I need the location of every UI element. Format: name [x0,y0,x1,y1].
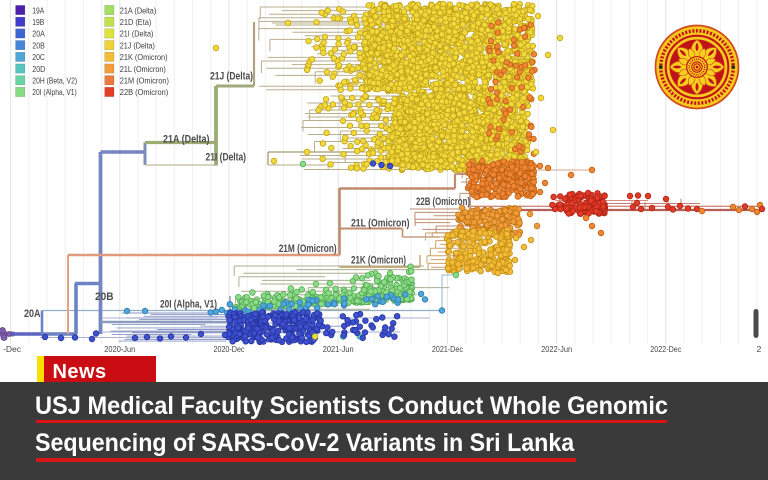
svg-text:2022-Jun: 2022-Jun [541,344,572,354]
svg-text:21K (Omicron): 21K (Omicron) [351,255,406,267]
svg-text:20A: 20A [32,29,45,39]
svg-text:2022-Dec: 2022-Dec [650,344,682,354]
svg-text:22B (Omicron): 22B (Omicron) [416,196,470,208]
svg-text:2020-Jun: 2020-Jun [104,344,135,354]
svg-text:21K (Omicron): 21K (Omicron) [120,52,168,62]
svg-text:20I (Alpha, V1): 20I (Alpha, V1) [32,87,77,97]
svg-text:-Dec: -Dec [3,344,22,354]
svg-text:20D: 20D [32,64,45,74]
svg-text:21I (Delta): 21I (Delta) [120,29,154,39]
svg-text:21J (Delta): 21J (Delta) [210,71,253,83]
svg-text:21A (Delta): 21A (Delta) [163,134,210,146]
svg-text:21M (Omicron): 21M (Omicron) [120,76,169,86]
svg-text:21J (Delta): 21J (Delta) [120,40,155,50]
svg-text:21L (Omicron): 21L (Omicron) [351,218,410,230]
svg-text:21A (Delta): 21A (Delta) [120,5,157,15]
svg-text:21L (Omicron): 21L (Omicron) [120,64,166,74]
svg-text:2020-Dec: 2020-Dec [214,344,246,354]
svg-text:2021-Dec: 2021-Dec [432,344,464,354]
svg-text:20A: 20A [24,308,41,320]
svg-text:21D (Eta): 21D (Eta) [120,17,152,27]
svg-text:2: 2 [757,344,762,354]
svg-text:21M (Omicron): 21M (Omicron) [279,243,337,255]
svg-text:19B: 19B [32,17,44,27]
svg-text:2021-Jun: 2021-Jun [323,344,354,354]
svg-text:20C: 20C [32,52,45,62]
svg-text:20H (Beta, V2): 20H (Beta, V2) [32,76,77,86]
svg-text:20B: 20B [95,291,114,303]
svg-text:19A: 19A [32,5,44,15]
svg-text:22B (Omicron): 22B (Omicron) [120,87,169,97]
svg-text:20I (Alpha, V1): 20I (Alpha, V1) [160,299,217,311]
svg-text:21I (Delta): 21I (Delta) [206,152,247,164]
svg-text:20B: 20B [32,40,45,50]
